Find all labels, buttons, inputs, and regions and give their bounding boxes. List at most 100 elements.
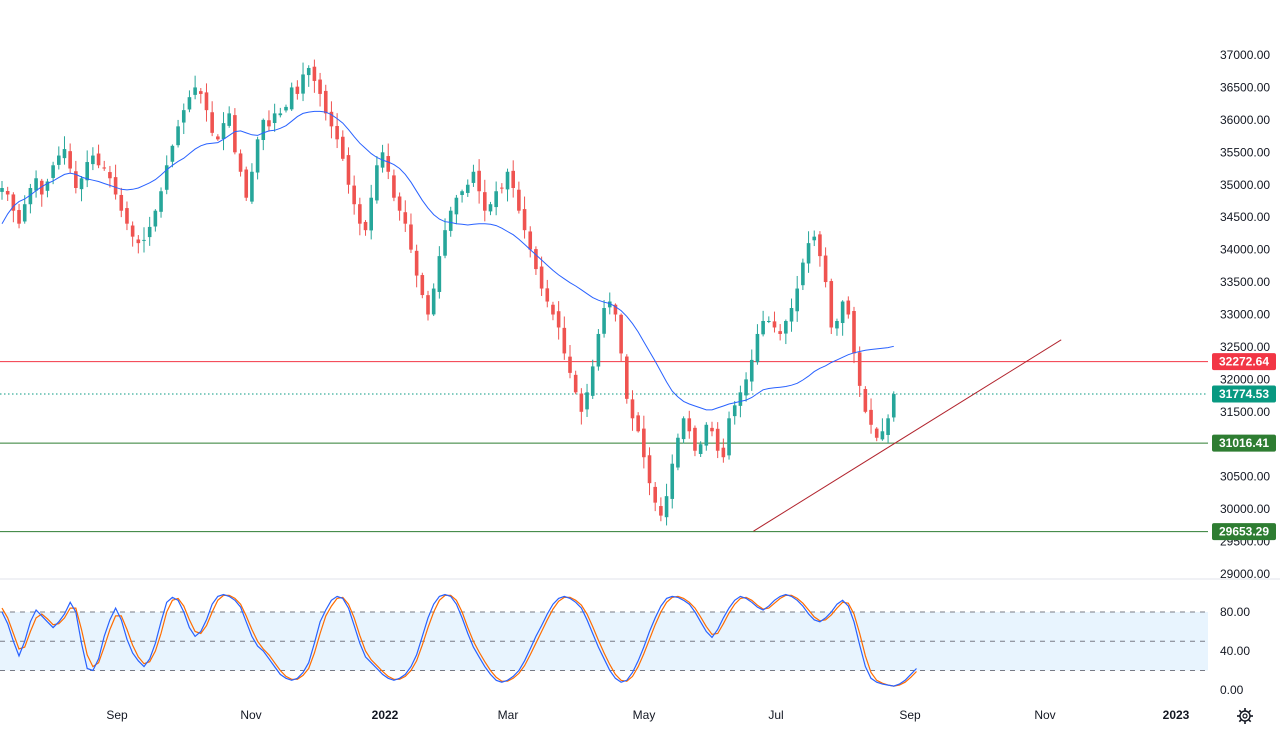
candle-body [659,506,663,516]
candle-body [681,418,686,440]
candle-body [653,486,657,503]
candle-body [409,224,413,250]
candle-body [85,162,89,181]
candle-body [823,255,828,283]
price-tick-label: 34000.00 [1220,243,1270,257]
candle-body [181,110,186,123]
price-tag-label: 32272.64 [1219,355,1269,369]
stochastic-tick-label: 80.00 [1220,605,1250,619]
price-tag [1212,523,1276,541]
price-tick-label: 37000.00 [1220,48,1270,62]
candle-body [886,418,890,435]
candle-body [210,112,214,133]
candle-body [664,496,669,518]
price-tick-label: 31500.00 [1220,405,1270,419]
candle-body [250,171,254,202]
candle-body [857,352,862,386]
candle-body [216,136,220,140]
candle-body [625,356,629,399]
candle-body [102,167,107,169]
candle-body [517,189,521,211]
time-tick-label: Sep [899,708,921,722]
candle-body [880,431,885,440]
candle-body [431,288,436,315]
price-tick-label: 35500.00 [1220,145,1270,159]
candle-body [755,333,760,363]
candle-body [636,415,640,432]
candle-body [0,187,4,192]
candle-body [556,311,561,328]
candle-body [477,170,481,192]
candle-body [68,151,72,169]
candle-body [840,301,845,324]
candle-body [397,196,402,211]
candle-body [852,311,856,354]
candle-body [534,249,538,270]
price-tick-label: 30000.00 [1220,502,1270,516]
candle-body [278,113,283,116]
candle-body [91,155,95,165]
candle-body [284,106,288,111]
candle-body [619,314,623,354]
price-tick-label: 33500.00 [1220,275,1270,289]
candle-body [255,139,260,173]
candle-body [545,288,550,302]
candle-body [590,366,595,396]
candle-body [630,399,635,419]
candle-body [789,308,794,322]
candle-body [318,79,322,94]
candle-body [22,204,27,222]
candle-body [261,119,266,141]
candle-body [676,437,680,468]
candle-body [528,231,533,250]
price-tick-label: 29000.00 [1220,567,1270,581]
candle-body [96,153,101,166]
candle-body [176,126,180,146]
candle-body [74,171,78,188]
candle-body [846,300,851,315]
candle-body [761,320,765,335]
candle-body [130,225,135,237]
candle-body [125,208,129,224]
candle-body [738,392,743,406]
candle-body [488,204,493,212]
candle-body [335,126,339,140]
price-tick-label: 36500.00 [1220,80,1270,94]
candle-body [306,67,311,76]
candle-body [420,275,425,296]
candle-body [744,379,748,396]
price-tick-label: 35000.00 [1220,178,1270,192]
candle-body [136,239,141,244]
moving-average-line [1,110,894,411]
candle-body [170,145,175,162]
candle-body [272,113,277,124]
candle-body [693,427,697,451]
candle-body [289,87,294,110]
candle-body [346,155,351,185]
candle-body [585,392,589,410]
time-tick-label: Sep [106,708,128,722]
candle-body [108,172,112,179]
candle-body [818,234,822,257]
candle-body [511,170,515,188]
candle-body [119,194,124,211]
price-axis[interactable]: 37000.00 36500.00 36000.00 35500.00 35000.00… [1220,48,1270,697]
candle-body [647,455,652,484]
candle-body [863,389,868,412]
price-tick-label: 30500.00 [1220,470,1270,484]
candle-body [352,185,356,205]
candle-body [505,171,510,190]
candle-body [312,66,317,81]
candle-body [500,187,504,189]
candle-body [795,288,799,312]
settings-gear-icon[interactable] [1237,708,1253,724]
candle-body [715,428,720,451]
price-tick-label: 32000.00 [1220,372,1270,386]
stochastic-tick-label: 0.00 [1220,683,1244,697]
time-axis[interactable]: Sep Nov 2022 Mar May Jul Sep Nov 2023 [106,708,1189,722]
candle-body [465,184,470,193]
trendline [753,339,1062,532]
candle-body [204,92,209,111]
